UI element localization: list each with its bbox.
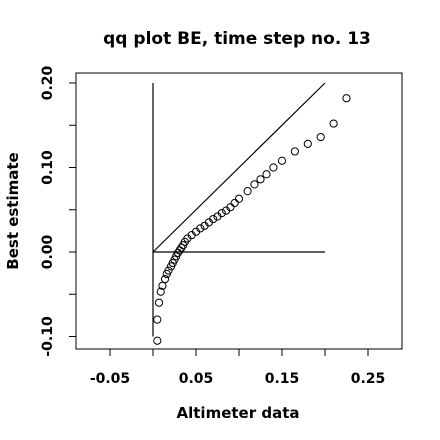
x-axis-label: Altimeter data <box>177 404 300 422</box>
data-point <box>316 132 325 142</box>
x-tick-label: 0.05 <box>179 371 214 387</box>
y-tick-label: 0.20 <box>40 65 56 100</box>
data-points <box>153 94 351 345</box>
data-point <box>154 298 164 307</box>
y-axis-label: Best estimate <box>4 152 22 269</box>
y-axis: -0.10 0.00 0.10 0.20 <box>40 65 76 357</box>
chart-title: qq plot BE, time step no. 13 <box>103 29 371 49</box>
reference-lines <box>152 82 326 337</box>
reference-line-3 <box>152 82 326 253</box>
data-point <box>175 246 184 255</box>
data-point <box>262 170 271 179</box>
data-point <box>177 243 186 252</box>
data-point <box>160 274 170 284</box>
x-tick-label: 0.15 <box>265 371 300 387</box>
data-point <box>277 156 287 165</box>
data-point <box>156 287 165 296</box>
y-tick-label: 0.00 <box>40 234 56 269</box>
data-point <box>217 209 226 218</box>
data-point <box>196 224 205 233</box>
data-point <box>290 147 299 156</box>
x-axis: -0.05 0.05 0.15 0.25 <box>90 349 385 387</box>
data-point <box>209 214 218 224</box>
plot-frame <box>75 72 403 350</box>
data-point <box>269 163 278 172</box>
data-point <box>153 315 162 324</box>
y-tick-label: 0.10 <box>40 150 56 185</box>
y-tick-label: -0.10 <box>40 316 56 357</box>
data-point <box>250 180 259 189</box>
data-point <box>226 203 235 212</box>
data-point <box>234 194 244 203</box>
data-point <box>230 198 239 208</box>
data-point <box>329 119 338 128</box>
data-point <box>164 266 173 275</box>
x-tick-label: -0.05 <box>90 371 130 387</box>
x-tick-label: 0.25 <box>351 371 386 387</box>
data-point <box>342 94 351 103</box>
data-point <box>256 175 265 184</box>
data-point <box>303 139 312 148</box>
data-point <box>243 187 252 196</box>
data-point <box>153 336 162 345</box>
